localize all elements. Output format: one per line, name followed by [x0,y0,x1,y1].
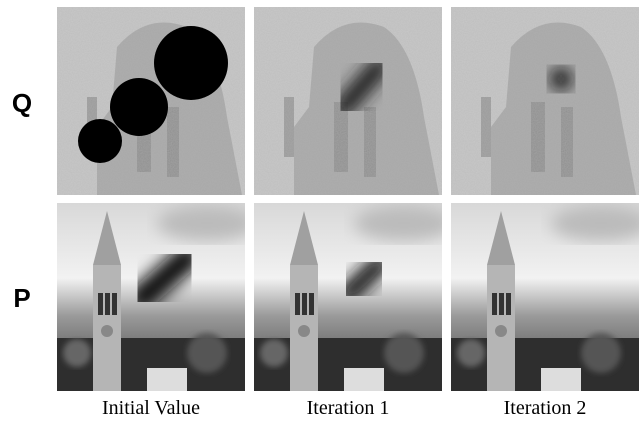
image [254,203,454,391]
caption: Iteration 2 [504,397,587,419]
row-label: P [13,283,30,313]
caption: Iteration 1 [307,397,390,419]
image [254,7,442,195]
image [451,7,639,195]
caption: Initial Value [102,397,200,419]
row-label: Q [12,88,32,118]
image [57,203,257,391]
figure: Q P Initial Value Iteration 1 Iteration … [0,0,639,425]
image [451,203,639,391]
image [57,7,245,195]
